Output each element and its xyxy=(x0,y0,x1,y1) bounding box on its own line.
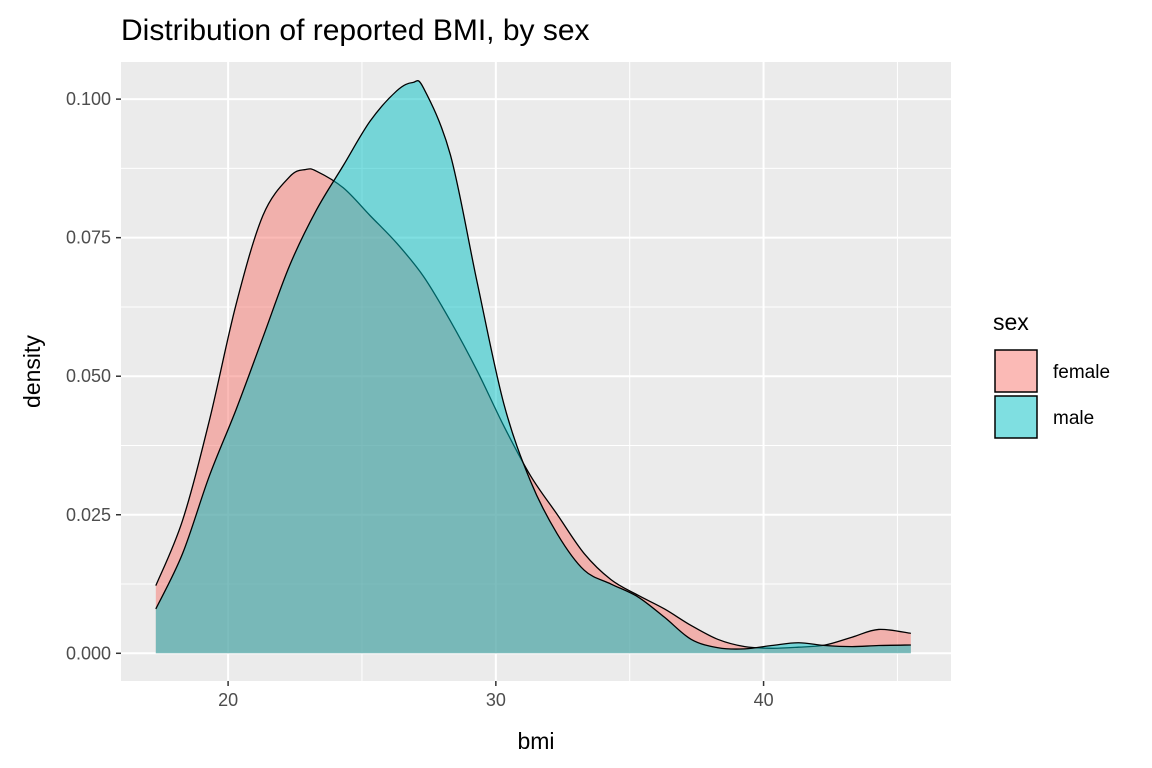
y-axis-ticks: 0.000 0.025 0.050 0.075 0.100 xyxy=(66,89,121,663)
x-axis-title: bmi xyxy=(517,728,554,754)
y-tick-label: 0.050 xyxy=(66,366,111,386)
y-tick-label: 0.025 xyxy=(66,505,111,525)
y-tick-label: 0.000 xyxy=(66,643,111,663)
x-tick-label: 30 xyxy=(486,690,506,710)
density-areas xyxy=(155,79,911,654)
legend-label-male: male xyxy=(1053,408,1094,429)
y-tick-label: 0.100 xyxy=(66,89,111,109)
density-outline-male xyxy=(155,79,911,650)
density-area-male xyxy=(155,80,911,654)
x-tick-label: 40 xyxy=(754,690,774,710)
legend-key-male xyxy=(994,395,1038,439)
x-tick-label: 20 xyxy=(218,690,238,710)
legend-label-female: female xyxy=(1053,362,1110,383)
legend-items: female male xyxy=(994,349,1110,439)
y-tick-label: 0.075 xyxy=(66,228,111,248)
y-axis-title: density xyxy=(19,335,45,408)
legend-title: sex xyxy=(993,309,1029,335)
x-axis-ticks: 20 30 40 xyxy=(218,681,774,710)
chart-title: Distribution of reported BMI, by sex xyxy=(121,14,590,47)
legend-key-female xyxy=(994,349,1038,393)
legend: sex female male xyxy=(993,309,1110,439)
